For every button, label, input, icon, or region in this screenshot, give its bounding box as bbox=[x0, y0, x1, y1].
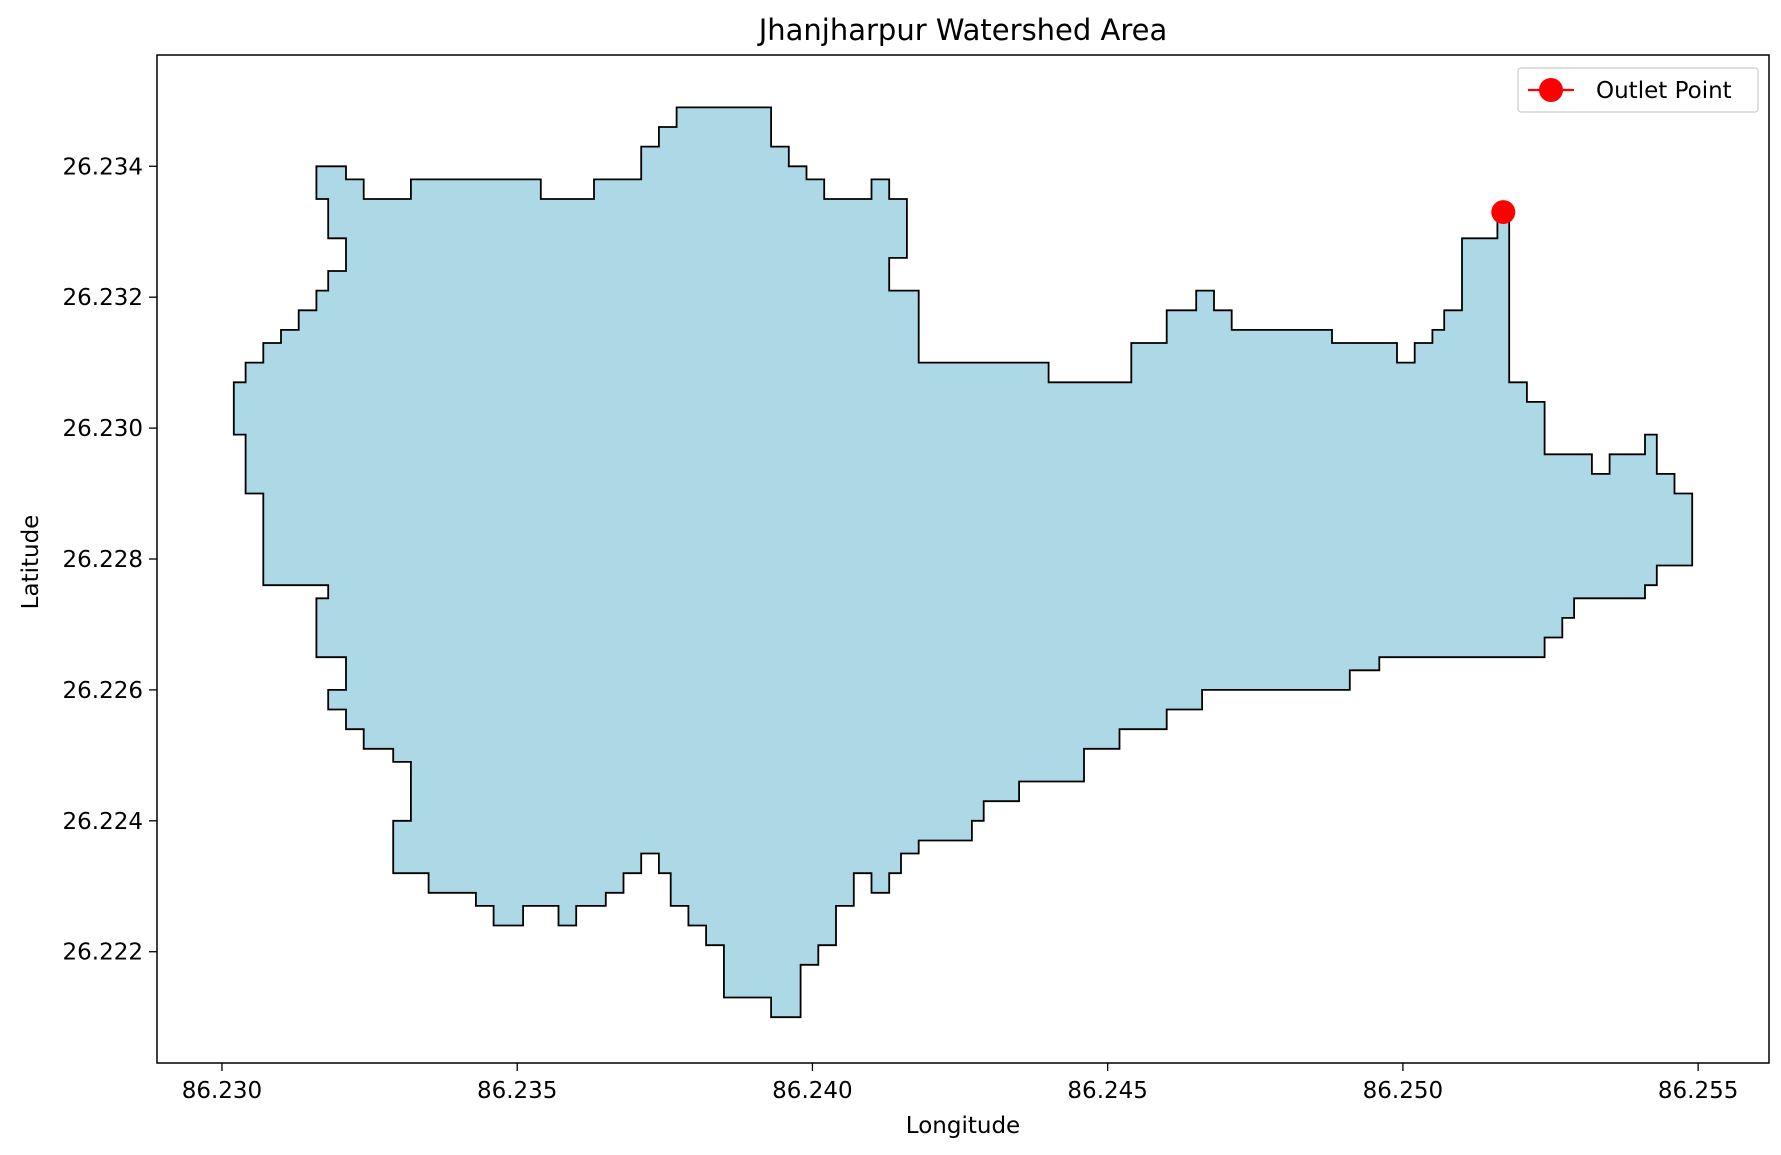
y-tick-label: 26.226 bbox=[63, 678, 143, 704]
y-tick-label: 26.224 bbox=[63, 809, 143, 835]
legend-label-outlet-point: Outlet Point bbox=[1596, 78, 1732, 104]
plot-area bbox=[232, 106, 1694, 1019]
x-tick-label: 86.250 bbox=[1363, 1078, 1443, 1104]
x-tick-label: 86.245 bbox=[1067, 1078, 1147, 1104]
x-tick-label: 86.240 bbox=[772, 1078, 852, 1104]
y-axis: 26.222 26.224 26.226 26.228 26.230 26.232 26.2… bbox=[63, 154, 157, 966]
y-tick-label: 26.228 bbox=[63, 547, 143, 573]
legend-point-marker bbox=[1539, 78, 1563, 102]
y-tick-label: 26.232 bbox=[63, 285, 143, 311]
y-tick-label: 26.234 bbox=[63, 154, 143, 180]
x-axis: 86.230 86.235 86.240 86.245 86.250 86.255 bbox=[182, 1063, 1738, 1104]
watershed-polygon bbox=[232, 106, 1694, 1019]
legend: Outlet Point bbox=[1517, 67, 1759, 113]
y-axis-label: Latitude bbox=[18, 515, 44, 610]
x-tick-label: 86.235 bbox=[477, 1078, 557, 1104]
chart-title: Jhanjharpur Watershed Area bbox=[757, 13, 1168, 47]
outlet-point-marker bbox=[1491, 200, 1516, 225]
x-tick-label: 86.230 bbox=[182, 1078, 262, 1104]
y-tick-label: 26.230 bbox=[63, 416, 143, 442]
y-tick-label: 26.222 bbox=[63, 940, 143, 966]
x-axis-label: Longitude bbox=[906, 1113, 1020, 1139]
x-tick-label: 86.255 bbox=[1658, 1078, 1738, 1104]
legend-box bbox=[1517, 67, 1759, 113]
